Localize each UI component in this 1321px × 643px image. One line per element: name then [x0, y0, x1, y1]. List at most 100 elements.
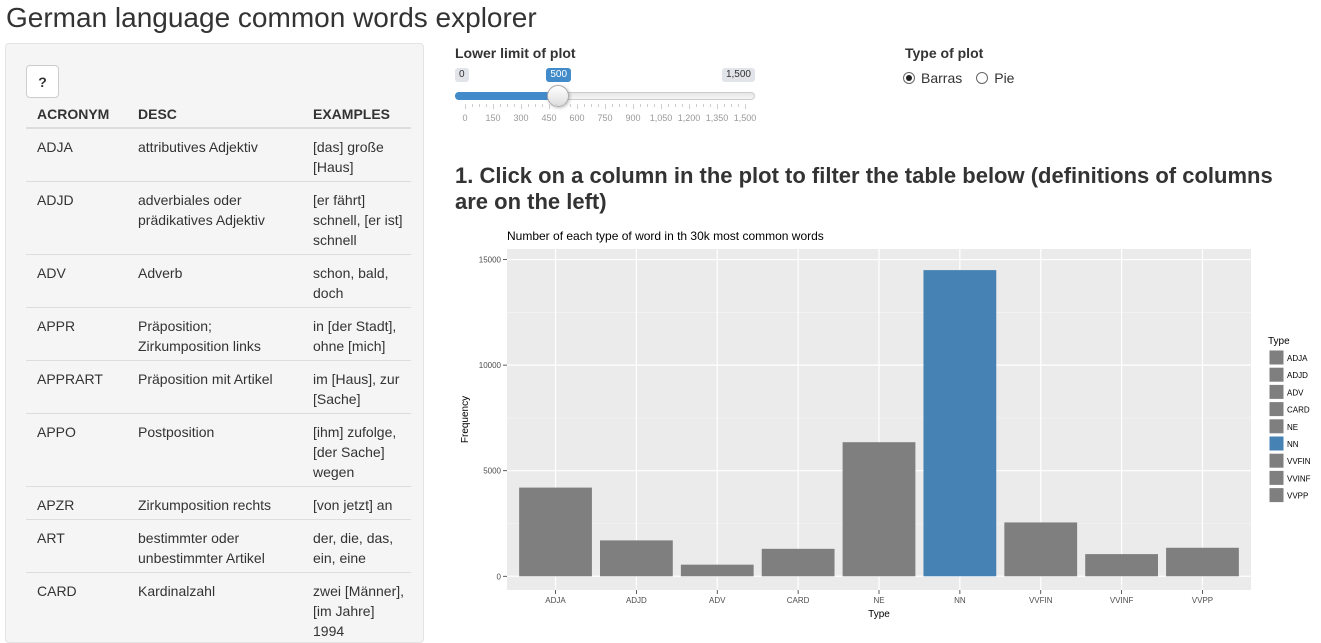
y-tick-label: 5000	[483, 467, 501, 476]
legend-title: Type	[1268, 336, 1290, 347]
slider-grid-tick	[493, 104, 494, 109]
slider-grid-label: 600	[569, 113, 584, 123]
slider-grid-minor-tick	[738, 104, 739, 107]
legend-label: ADV	[1287, 388, 1304, 397]
x-tick-label: VVINF	[1110, 596, 1134, 605]
slider-grid-minor-tick	[570, 104, 571, 107]
x-tick-label: ADJA	[545, 596, 566, 605]
x-tick-label: CARD	[787, 596, 810, 605]
legend-key-adjd	[1269, 367, 1284, 382]
slider-grid-tick	[661, 104, 662, 109]
slider-grid-minor-tick	[703, 104, 704, 107]
table-row: APPR Präposition; Zirkumposition links i…	[26, 308, 411, 361]
legend-key-nn	[1269, 436, 1284, 451]
legend-key-ne	[1269, 419, 1284, 434]
slider-grid-minor-tick	[696, 104, 697, 107]
examples-cell: [von jetzt] an	[302, 487, 411, 520]
legend-label: ADJA	[1287, 354, 1308, 363]
slider-grid-tick	[577, 104, 578, 109]
slider-min-label: 0	[455, 68, 469, 82]
bar-vvfin[interactable]	[1004, 522, 1077, 576]
slider-grid-tick	[745, 104, 746, 109]
examples-cell: [ihm] zufolge, [der Sache] wegen	[302, 414, 411, 487]
slider-grid-label: 150	[485, 113, 500, 123]
acronym-cell: ADJA	[26, 128, 127, 182]
slider-grid-minor-tick	[584, 104, 585, 107]
slider-grid-minor-tick	[619, 104, 620, 107]
examples-cell: in [der Stadt], ohne [mich]	[302, 308, 411, 361]
sidebar-panel: ? ACRONYM DESC EXAMPLES ADJA attributive…	[5, 43, 424, 643]
acronym-cell: APPR	[26, 308, 127, 361]
legend-key-adja	[1269, 350, 1284, 365]
table-row: APZR Zirkumposition rechts [von jetzt] a…	[26, 487, 411, 520]
radio-button-pie[interactable]	[976, 72, 988, 84]
legend-label: CARD	[1287, 406, 1310, 415]
slider-grid-label: 0	[462, 113, 467, 123]
slider-grid-minor-tick	[626, 104, 627, 107]
plot-type-label: Type of plot	[905, 45, 983, 61]
bar-ne[interactable]	[843, 442, 916, 576]
table-row: ART bestimmter oder unbestimmter Artikel…	[26, 520, 411, 573]
legend-key-card	[1269, 402, 1284, 417]
legend-label: NN	[1287, 440, 1299, 449]
slider-grid-minor-tick	[479, 104, 480, 107]
legend-label: NE	[1287, 423, 1298, 432]
bar-nn[interactable]	[923, 270, 996, 576]
slider-grid-label: 300	[513, 113, 528, 123]
y-tick-label: 0	[497, 572, 502, 581]
examples-cell: im [Haus], zur [Sache]	[302, 361, 411, 414]
x-tick-label: ADV	[709, 596, 726, 605]
help-button[interactable]: ?	[26, 65, 59, 98]
table-row: ADJD adverbiales oder prädikatives Adjek…	[26, 182, 411, 255]
table-row: CARD Kardinalzahl zwei [Männer], [im Jah…	[26, 573, 411, 643]
app-title: German language common words explorer	[6, 0, 537, 36]
radio-label-pie: Pie	[994, 70, 1014, 86]
column-header-desc[interactable]: DESC	[127, 101, 302, 128]
slider-grid-minor-tick	[507, 104, 508, 107]
bar-card[interactable]	[762, 549, 835, 576]
slider-grid-tick	[717, 104, 718, 109]
x-axis-title: Type	[868, 609, 890, 620]
column-header-acronym[interactable]: ACRONYM	[26, 101, 127, 128]
radio-option-pie[interactable]: Pie	[976, 70, 1014, 86]
slider-grid-minor-tick	[472, 104, 473, 107]
slider-grid-minor-tick	[724, 104, 725, 107]
slider-grid-minor-tick	[528, 104, 529, 107]
desc-cell: adverbiales oder prädikatives Adjektiv	[127, 182, 302, 255]
desc-cell: Kardinalzahl	[127, 573, 302, 643]
legend-label: ADJD	[1287, 371, 1308, 380]
legend-key-vvinf	[1269, 470, 1284, 485]
bar-adja[interactable]	[519, 488, 592, 577]
x-tick-label: VVFIN	[1029, 596, 1053, 605]
radio-button-barras[interactable]	[903, 72, 915, 84]
table-row: APPO Postposition [ihm] zufolge, [der Sa…	[26, 414, 411, 487]
acronym-cell: APZR	[26, 487, 127, 520]
column-header-examples[interactable]: EXAMPLES	[302, 101, 411, 128]
slider-grid-label: 750	[597, 113, 612, 123]
slider-fill	[455, 92, 558, 100]
radio-option-barras[interactable]: Barras	[903, 70, 962, 86]
radio-label-barras: Barras	[921, 70, 962, 86]
slider-handle[interactable]	[547, 85, 569, 107]
x-tick-label: NN	[954, 596, 966, 605]
examples-cell: zwei [Männer], [im Jahre] 1994	[302, 573, 411, 643]
x-tick-label: ADJD	[626, 596, 647, 605]
examples-cell: [er fährt] schnell, [er ist] schnell	[302, 182, 411, 255]
frequency-bar-chart[interactable]: Number of each type of word in th 30k mo…	[455, 224, 1321, 622]
slider-grid-tick	[605, 104, 606, 109]
slider-grid-label: 1,200	[678, 113, 701, 123]
table-header-row: ACRONYM DESC EXAMPLES	[26, 101, 411, 128]
desc-cell: attributives Adjektiv	[127, 128, 302, 182]
slider-value-label: 500	[546, 68, 571, 82]
examples-cell: der, die, das, ein, eine	[302, 520, 411, 573]
bar-vvpp[interactable]	[1166, 548, 1239, 577]
bar-adjd[interactable]	[600, 540, 673, 576]
slider-grid-minor-tick	[710, 104, 711, 107]
bar-vvinf[interactable]	[1085, 554, 1158, 576]
legend-key-vvpp	[1269, 488, 1284, 503]
slider-grid-minor-tick	[612, 104, 613, 107]
acronym-cell: ART	[26, 520, 127, 573]
slider-grid-minor-tick	[500, 104, 501, 107]
bar-adv[interactable]	[681, 565, 754, 577]
